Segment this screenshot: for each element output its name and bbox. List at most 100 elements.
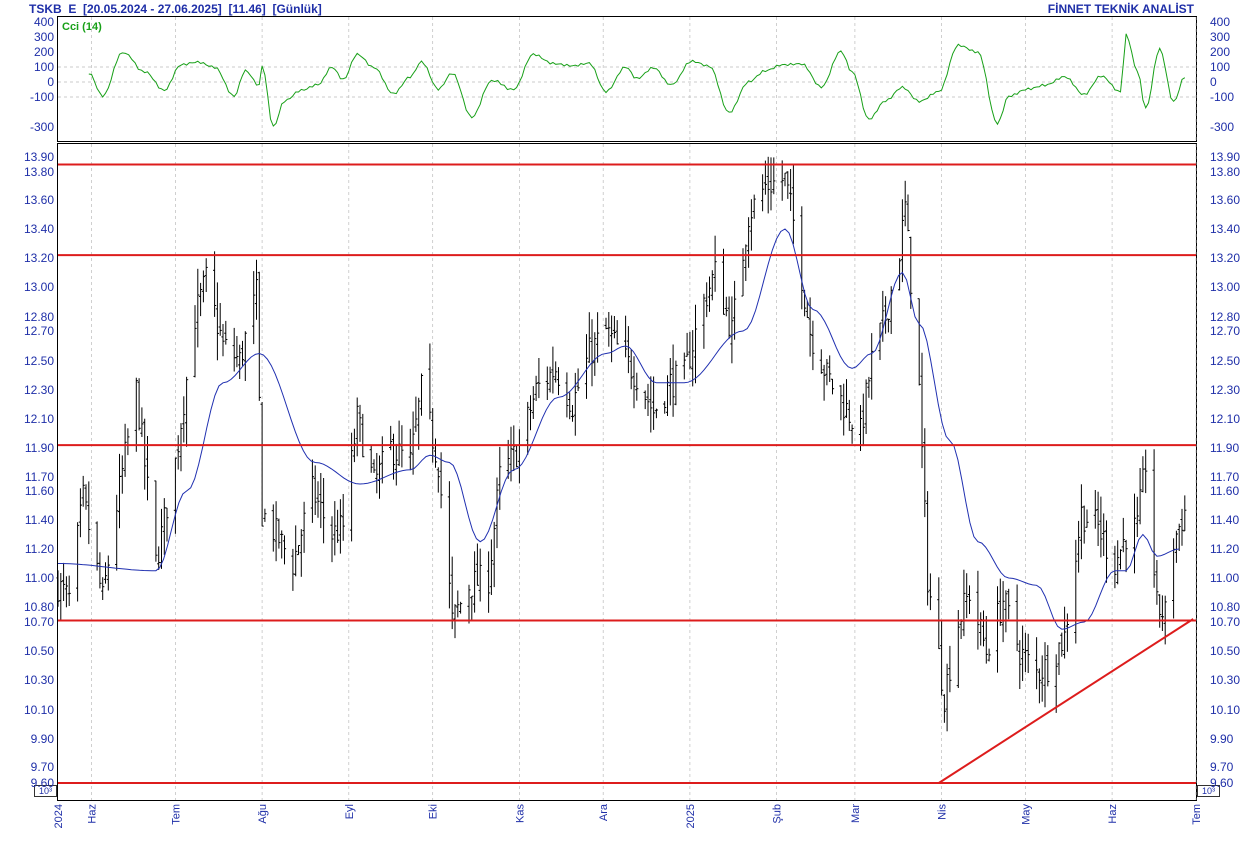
price-y-tick-left: 12.70 bbox=[24, 324, 54, 338]
cci-y-tick-right: -100 bbox=[1210, 90, 1234, 104]
price-y-tick-left: 9.90 bbox=[31, 732, 55, 746]
x-tick-labels: 2024 Haz Tem Ağu Eyl Eki Kas Ara 2025 Şub Mar Nis Ma… bbox=[53, 803, 1203, 828]
x-tick-label: Tem bbox=[1191, 804, 1203, 825]
price-y-tick-left: 13.60 bbox=[24, 193, 54, 207]
price-y-tick-right: 13.20 bbox=[1210, 251, 1240, 265]
cci-y-tick-right: 300 bbox=[1210, 30, 1230, 44]
price-y-tick-right: 10.10 bbox=[1210, 703, 1240, 717]
x-tick-label: Ağu bbox=[257, 804, 269, 824]
price-y-tick-right: 11.20 bbox=[1210, 542, 1239, 556]
price-y-tick-left: 9.60 bbox=[31, 776, 55, 790]
price-y-tick-right: 10.30 bbox=[1210, 673, 1240, 687]
price-y-tick-right: 9.60 bbox=[1210, 776, 1234, 790]
x-tick-label: Tem bbox=[170, 804, 182, 825]
price-y-tick-right: 9.70 bbox=[1210, 760, 1234, 774]
price-y-tick-right: 13.00 bbox=[1210, 280, 1240, 294]
price-y-tick-right: 12.70 bbox=[1210, 324, 1240, 338]
cci-reference-lines bbox=[58, 66, 1196, 98]
price-y-tick-right: 10.80 bbox=[1210, 600, 1240, 614]
price-y-tick-right: 11.90 bbox=[1210, 441, 1239, 455]
price-y-tick-left: 12.30 bbox=[24, 383, 54, 397]
x-tick-label: 2024 bbox=[53, 804, 65, 828]
price-y-tick-right: 11.70 bbox=[1210, 470, 1239, 484]
cci-y-tick-left: 0 bbox=[47, 75, 54, 89]
price-y-tick-left: 11.90 bbox=[25, 441, 54, 455]
price-y-tick-left: 9.70 bbox=[31, 760, 55, 774]
x-tick-label: Eyl bbox=[344, 804, 356, 819]
price-y-tick-right: 13.60 bbox=[1210, 193, 1240, 207]
price-y-tick-right: 11.00 bbox=[1210, 571, 1239, 585]
cci-y-tick-right: 400 bbox=[1210, 15, 1230, 29]
price-y-tick-left: 10.30 bbox=[24, 673, 54, 687]
moving-average-series bbox=[58, 228, 1180, 630]
cci-line bbox=[88, 33, 1186, 127]
x-tick-label: Ara bbox=[598, 803, 610, 821]
cci-y-tick-left: -100 bbox=[30, 90, 54, 104]
cci-line-series bbox=[88, 33, 1186, 127]
trendline bbox=[938, 618, 1194, 784]
price-y-tick-right: 13.40 bbox=[1210, 222, 1240, 236]
price-y-tick-right: 13.80 bbox=[1210, 165, 1240, 179]
x-tick-label: Haz bbox=[1107, 804, 1119, 824]
price-y-tick-left: 10.50 bbox=[24, 644, 54, 658]
x-tick-label: 2025 bbox=[685, 804, 697, 828]
cci-title: Cci (14) bbox=[62, 21, 102, 33]
price-y-tick-right: 13.90 bbox=[1210, 150, 1240, 164]
price-y-tick-left: 11.70 bbox=[25, 470, 54, 484]
cci-y-tick-left: 300 bbox=[34, 30, 54, 44]
price-y-tick-left: 11.20 bbox=[25, 542, 54, 556]
horizontal-levels bbox=[58, 163, 1196, 784]
price-y-tick-left: 11.40 bbox=[25, 513, 54, 527]
price-y-tick-left: 13.40 bbox=[24, 222, 54, 236]
cci-panel-frame bbox=[57, 16, 1197, 142]
x-tick-label: Haz bbox=[87, 804, 99, 824]
price-y-tick-right: 12.10 bbox=[1210, 412, 1240, 426]
moving-average-line bbox=[58, 228, 1180, 630]
price-y-tick-right: 10.70 bbox=[1210, 615, 1240, 629]
cci-y-tick-left: -300 bbox=[30, 120, 54, 134]
cci-y-tick-right: -300 bbox=[1210, 120, 1234, 134]
support-trendline bbox=[938, 618, 1194, 784]
price-y-tick-left: 10.70 bbox=[24, 615, 54, 629]
cci-y-tick-right: 100 bbox=[1210, 60, 1230, 74]
x-tick-label: Kas bbox=[514, 804, 526, 823]
unit-box-left: 10³ bbox=[34, 785, 57, 797]
price-y-tick-right: 12.30 bbox=[1210, 383, 1240, 397]
x-tick-label: Eki bbox=[428, 804, 440, 819]
price-y-tick-left: 13.80 bbox=[24, 165, 54, 179]
price-y-tick-left: 13.20 bbox=[24, 251, 54, 265]
price-y-tick-left: 13.00 bbox=[24, 280, 54, 294]
price-y-tick-left: 12.10 bbox=[24, 412, 54, 426]
x-tick-label: Şub bbox=[772, 804, 784, 824]
svg-text:10³: 10³ bbox=[39, 786, 52, 796]
x-tick-label: Nis bbox=[937, 804, 949, 820]
cci-y-tick-right: 200 bbox=[1210, 45, 1230, 59]
x-gridlines bbox=[91, 17, 1197, 800]
price-panel-frame bbox=[57, 143, 1197, 801]
price-y-tick-left: 12.80 bbox=[24, 310, 54, 324]
price-y-tick-labels: 9.60 9.60 9.70 9.70 9.90 9.90 10.10 10.10 10.30 1… bbox=[24, 150, 1240, 790]
svg-text:10³: 10³ bbox=[1202, 786, 1215, 796]
price-y-tick-left: 13.90 bbox=[24, 150, 54, 164]
price-y-tick-right: 9.90 bbox=[1210, 732, 1234, 746]
cci-y-tick-left: 200 bbox=[34, 45, 54, 59]
price-y-tick-left: 11.60 bbox=[25, 484, 54, 498]
cci-y-tick-left: 100 bbox=[34, 60, 54, 74]
price-y-tick-left: 10.10 bbox=[24, 703, 54, 717]
ohlc-bars bbox=[56, 156, 1187, 732]
price-y-tick-right: 12.50 bbox=[1210, 354, 1240, 368]
chart-header-right: FİNNET TEKNİK ANALİST bbox=[1048, 1, 1195, 16]
price-y-tick-right: 12.80 bbox=[1210, 310, 1240, 324]
unit-box-right: 10³ bbox=[1197, 785, 1220, 797]
price-y-tick-right: 11.60 bbox=[1210, 484, 1239, 498]
cci-y-tick-right: 0 bbox=[1210, 75, 1217, 89]
price-y-tick-right: 10.50 bbox=[1210, 644, 1240, 658]
x-tick-label: May bbox=[1020, 804, 1032, 825]
x-tick-label: Mar bbox=[850, 804, 862, 823]
price-y-tick-left: 12.50 bbox=[24, 354, 54, 368]
price-y-tick-left: 11.00 bbox=[25, 571, 54, 585]
price-y-tick-right: 11.40 bbox=[1210, 513, 1239, 527]
cci-y-tick-left: 400 bbox=[34, 15, 54, 29]
